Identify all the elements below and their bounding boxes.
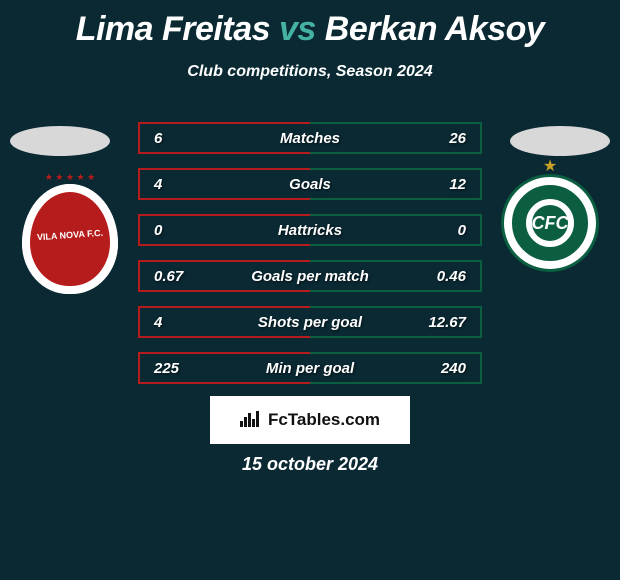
player1-name: Lima Freitas	[76, 10, 270, 48]
stat-row: 225Min per goal240	[138, 352, 482, 384]
stat-label: Shots per goal	[140, 314, 480, 331]
vs-label: vs	[279, 10, 316, 48]
stats-panel: 6Matches26 4Goals12 0Hattricks0 0.67Goals p…	[138, 122, 482, 398]
stat-label: Hattricks	[140, 222, 480, 239]
watermark-icon	[240, 409, 262, 432]
team-right-crest: ★ CFC	[500, 164, 600, 284]
stat-label: Goals	[140, 176, 480, 193]
crest-right-star-icon: ★	[543, 156, 557, 176]
subtitle: Club competitions, Season 2024	[0, 63, 620, 81]
stat-row: 4Goals12	[138, 168, 482, 200]
player1-flag-placeholder	[10, 126, 110, 156]
watermark: FcTables.com	[210, 396, 410, 444]
stat-row: 6Matches26	[138, 122, 482, 154]
stat-row: 0.67Goals per match0.46	[138, 260, 482, 292]
crest-right-text: CFC	[532, 205, 568, 241]
team-left-crest: ★ ★ ★ ★ ★ VILA NOVA F.C.	[20, 178, 120, 298]
watermark-text: FcTables.com	[268, 410, 380, 430]
stat-row: 0Hattricks0	[138, 214, 482, 246]
date-label: 15 october 2024	[0, 454, 620, 475]
stat-label: Matches	[140, 130, 480, 147]
stat-label: Goals per match	[140, 268, 480, 285]
stat-row: 4Shots per goal12.67	[138, 306, 482, 338]
stat-label: Min per goal	[140, 360, 480, 377]
comparison-title: Lima Freitas vs Berkan Aksoy	[0, 0, 620, 49]
player2-flag-placeholder	[510, 126, 610, 156]
crest-left-stars-icon: ★ ★ ★ ★ ★	[20, 172, 120, 183]
player2-name: Berkan Aksoy	[325, 10, 545, 48]
